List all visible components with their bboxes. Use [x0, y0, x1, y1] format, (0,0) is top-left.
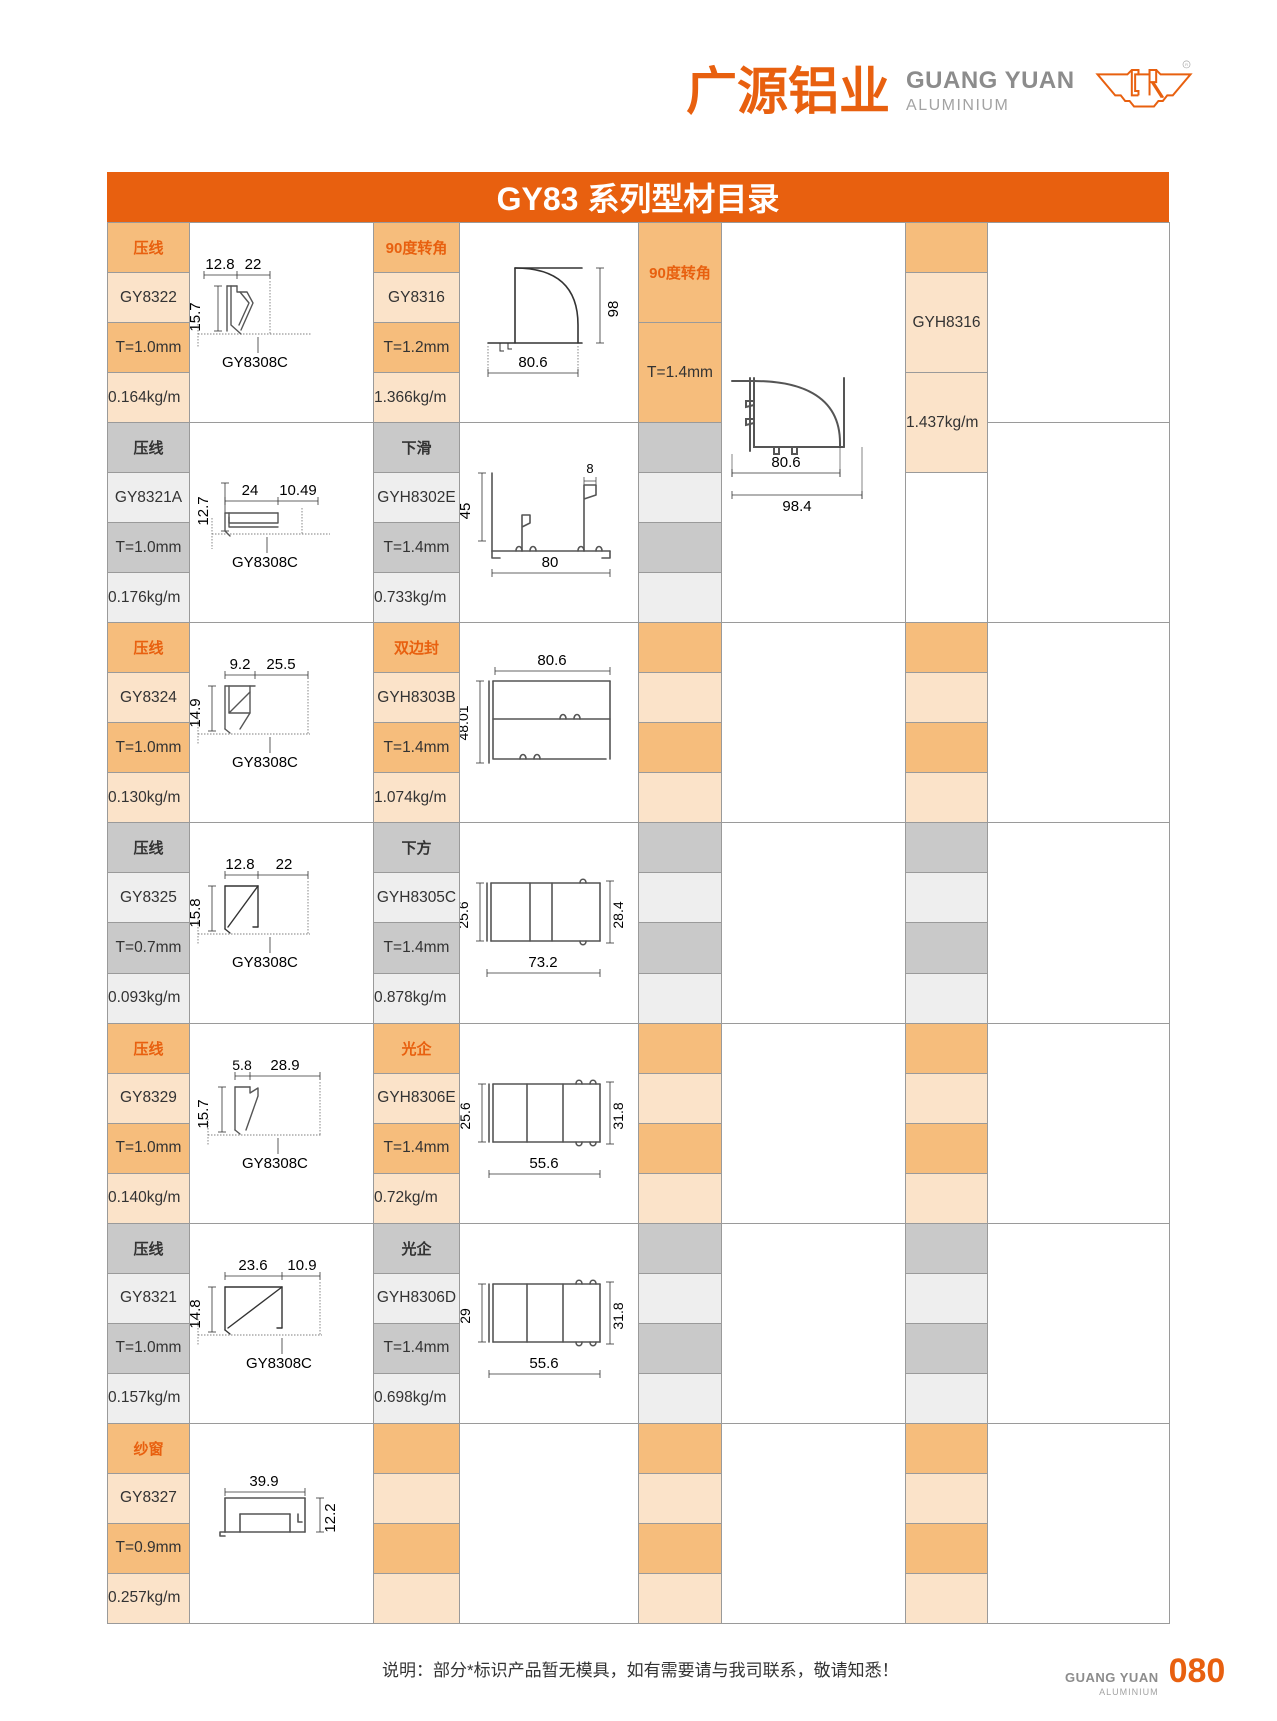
- svg-text:12.2: 12.2: [322, 1503, 339, 1532]
- svg-text:28.4: 28.4: [610, 902, 626, 929]
- svg-text:25.6: 25.6: [460, 1102, 473, 1129]
- svg-text:55.6: 55.6: [529, 1355, 558, 1372]
- svg-text:25.5: 25.5: [266, 656, 295, 673]
- svg-text:15.7: 15.7: [190, 302, 204, 331]
- svg-text:14.8: 14.8: [190, 1299, 204, 1328]
- svg-text:15.8: 15.8: [190, 899, 204, 928]
- svg-text:GY8308C: GY8308C: [232, 754, 298, 771]
- svg-text:GY8308C: GY8308C: [246, 1355, 312, 1372]
- svg-text:5.8: 5.8: [232, 1057, 252, 1073]
- svg-text:R: R: [1185, 62, 1188, 67]
- svg-text:80: 80: [542, 554, 559, 571]
- svg-text:14.9: 14.9: [190, 699, 204, 728]
- svg-text:15.7: 15.7: [195, 1099, 212, 1128]
- svg-text:80.6: 80.6: [518, 354, 547, 371]
- svg-text:10.9: 10.9: [287, 1257, 316, 1274]
- svg-text:10.49: 10.49: [279, 482, 317, 499]
- svg-text:12.8: 12.8: [205, 256, 234, 273]
- svg-text:25.6: 25.6: [460, 902, 471, 929]
- svg-text:45: 45: [460, 503, 474, 520]
- svg-text:22: 22: [245, 256, 262, 273]
- svg-text:98: 98: [605, 301, 622, 318]
- svg-text:80.6: 80.6: [771, 454, 800, 471]
- svg-text:9.2: 9.2: [230, 656, 251, 673]
- svg-text:23.6: 23.6: [238, 1257, 267, 1274]
- svg-text:39.9: 39.9: [249, 1473, 278, 1490]
- svg-text:24: 24: [242, 482, 259, 499]
- svg-text:48.01: 48.01: [460, 706, 471, 741]
- svg-text:73.2: 73.2: [528, 954, 557, 971]
- svg-text:22: 22: [276, 856, 293, 873]
- svg-text:GY8308C: GY8308C: [222, 354, 288, 371]
- svg-text:98.4: 98.4: [782, 498, 811, 515]
- svg-text:12.7: 12.7: [195, 497, 212, 526]
- svg-text:29: 29: [460, 1308, 473, 1324]
- svg-text:28.9: 28.9: [270, 1057, 299, 1074]
- svg-text:31.8: 31.8: [610, 1102, 626, 1129]
- svg-text:12.8: 12.8: [225, 856, 254, 873]
- svg-text:8: 8: [586, 461, 593, 476]
- svg-text:GY8308C: GY8308C: [232, 954, 298, 971]
- svg-text:80.6: 80.6: [537, 652, 566, 669]
- svg-text:GY8308C: GY8308C: [242, 1155, 308, 1172]
- svg-text:31.8: 31.8: [610, 1302, 626, 1329]
- svg-text:55.6: 55.6: [529, 1155, 558, 1172]
- svg-text:GY8308C: GY8308C: [232, 554, 298, 571]
